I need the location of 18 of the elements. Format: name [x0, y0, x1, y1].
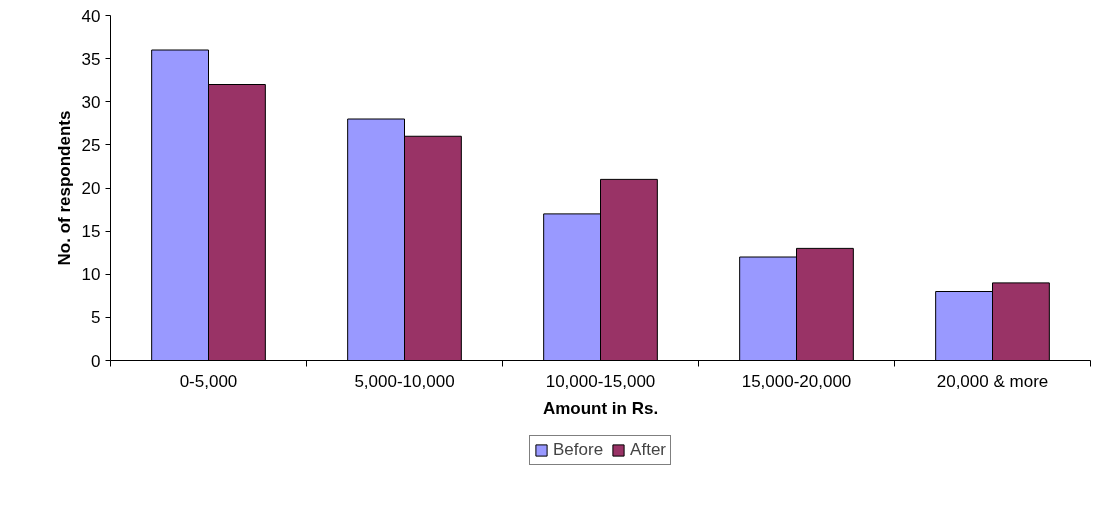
x-tick-label: 0-5,000 [179, 371, 238, 391]
legend-label: Before [553, 440, 604, 460]
y-tick-label: 30 [81, 92, 101, 112]
y-tick-label: 15 [81, 222, 101, 242]
y-tick-label: 40 [81, 6, 101, 26]
y-tick-label: 0 [91, 351, 101, 371]
y-axis-title: No. of respondents [54, 110, 74, 266]
y-tick-label: 5 [91, 308, 101, 328]
x-tick-label: 20,000 & more [936, 371, 1049, 391]
x-axis-title: Amount in Rs. [542, 398, 659, 418]
x-tick-label: 10,000-15,000 [545, 371, 656, 391]
y-tick-label: 20 [81, 179, 101, 198]
y-tick-label: 25 [81, 135, 101, 155]
x-tick-label: 15,000-20,000 [741, 371, 852, 391]
x-tick-label: 5,000-10,000 [354, 371, 455, 391]
y-tick-label: 10 [81, 265, 101, 285]
y-tick-label: 35 [81, 49, 101, 69]
legend-label: After [630, 440, 666, 460]
